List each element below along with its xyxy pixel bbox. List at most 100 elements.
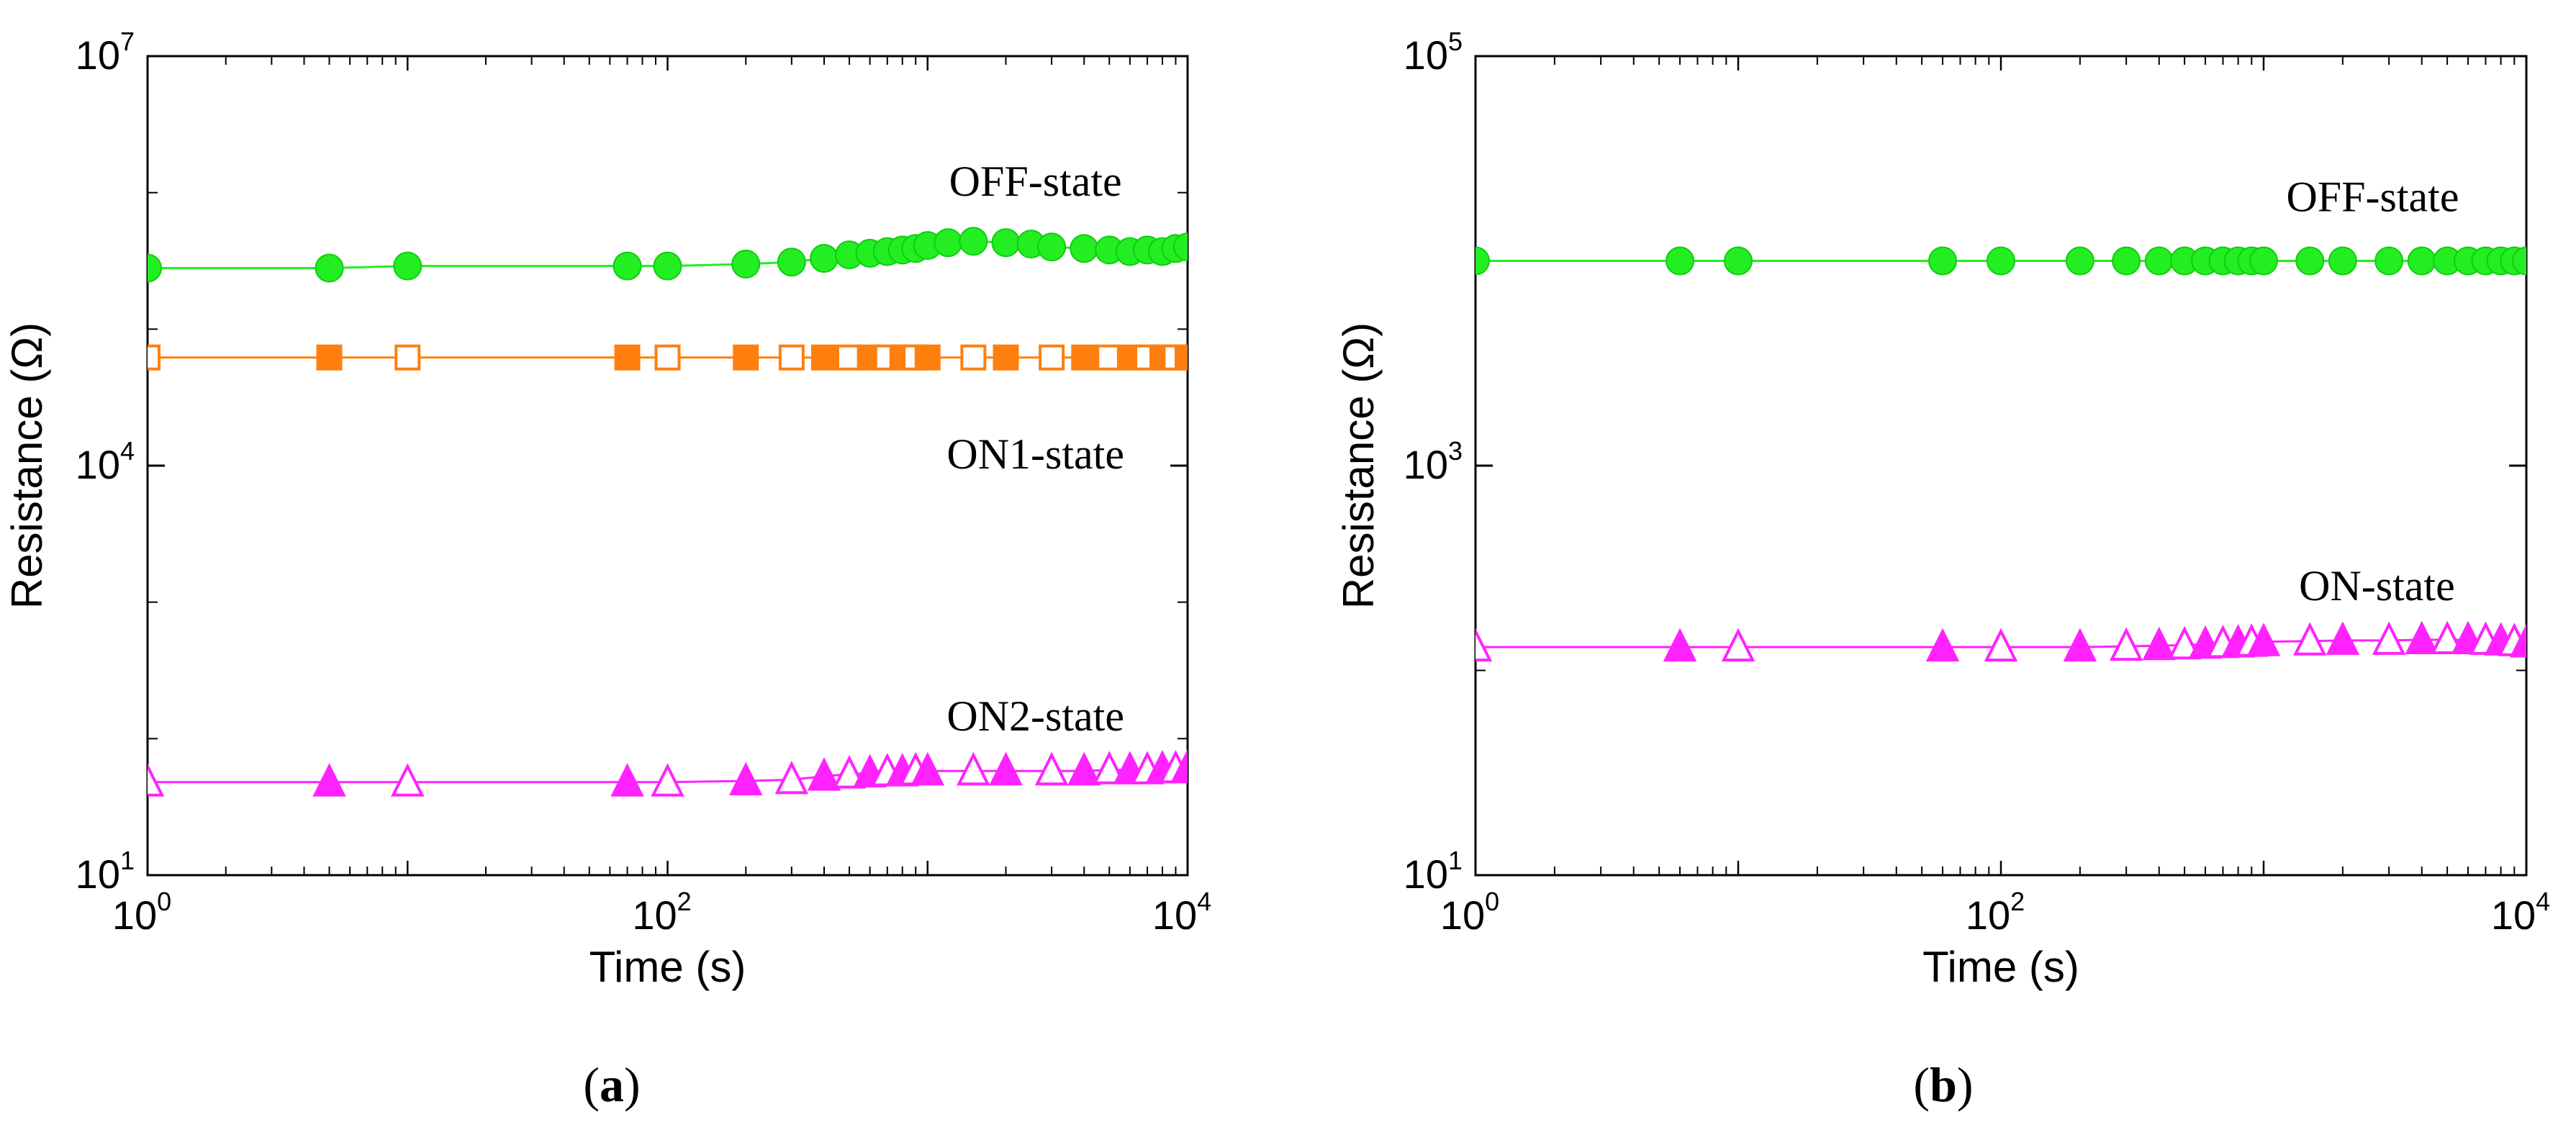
plot-area <box>1475 246 2526 662</box>
y-tick-label: 107 <box>76 27 135 78</box>
data-point <box>778 344 805 371</box>
data-point <box>394 344 421 371</box>
x-tick-exp: 4 <box>2536 887 2550 916</box>
y-tick-label: 105 <box>1404 27 1463 78</box>
y-axis-title: Resistance (Ω) <box>3 322 51 609</box>
data-point <box>810 344 837 371</box>
y-tick-base: 10 <box>1404 851 1448 897</box>
data-point <box>2144 246 2174 276</box>
data-point <box>989 751 1023 786</box>
data-point <box>2295 246 2325 276</box>
data-point <box>391 763 425 797</box>
y-tick-exp: 7 <box>120 27 135 56</box>
data-point <box>807 757 841 791</box>
data-point <box>1173 232 1188 262</box>
data-point <box>1039 344 1065 371</box>
data-point <box>2109 627 2143 661</box>
data-point <box>2142 626 2176 661</box>
x-tick-label: 104 <box>1152 887 1211 938</box>
data-point <box>2326 621 2360 655</box>
panel-label-close: ) <box>1957 1057 1974 1112</box>
series-annotation: OFF-state <box>949 158 1122 205</box>
data-point <box>148 253 162 283</box>
x-tick-base: 10 <box>2491 892 2536 938</box>
data-point <box>1724 246 1753 276</box>
series-on1-state <box>148 344 1188 371</box>
x-tick-base: 10 <box>1966 892 2010 938</box>
data-point <box>957 751 990 786</box>
x-tick-exp: 0 <box>1485 887 1499 916</box>
data-point <box>1070 234 1099 263</box>
data-point <box>934 228 963 258</box>
data-point <box>1034 751 1069 786</box>
data-point <box>777 248 806 277</box>
data-point <box>610 763 644 797</box>
y-tick-label: 101 <box>1404 846 1463 897</box>
data-point <box>2512 246 2526 276</box>
series-on2-state <box>148 748 1188 797</box>
y-tick-exp: 3 <box>1448 436 1463 466</box>
data-point <box>733 344 759 371</box>
series-annotation: ON1-state <box>946 430 1124 478</box>
x-tick-label: 100 <box>1440 887 1499 938</box>
y-tick-label: 104 <box>76 436 135 487</box>
data-point <box>2328 246 2357 276</box>
data-point <box>2407 246 2436 276</box>
y-tick-exp: 1 <box>1448 846 1463 875</box>
panel-label: (a) <box>583 1057 640 1112</box>
series-annotation: OFF-state <box>2286 173 2459 220</box>
data-point <box>614 344 641 371</box>
y-tick-base: 10 <box>1404 442 1448 487</box>
data-point <box>1928 246 1958 276</box>
data-point <box>2167 625 2202 660</box>
data-point <box>312 763 346 797</box>
panel-label-close: ) <box>624 1057 641 1112</box>
data-point <box>809 243 839 273</box>
data-point <box>316 344 343 371</box>
data-point <box>1475 246 1490 276</box>
data-point <box>774 760 809 795</box>
plot-area <box>148 227 1188 797</box>
data-point <box>729 761 763 796</box>
data-point <box>1925 628 1960 662</box>
data-point <box>1071 344 1098 371</box>
data-point <box>2405 620 2439 655</box>
data-point <box>2509 624 2526 658</box>
x-tick-exp: 2 <box>2010 887 2025 916</box>
y-tick-exp: 5 <box>1448 27 1463 56</box>
panel-label-open: ( <box>1913 1057 1930 1112</box>
data-point <box>993 344 1019 371</box>
data-point <box>651 763 684 797</box>
data-point <box>1666 246 1695 276</box>
x-tick-label: 100 <box>112 887 171 938</box>
data-point <box>1663 628 1697 662</box>
data-point <box>148 763 165 797</box>
data-point <box>1170 748 1188 783</box>
data-point <box>1984 628 2018 662</box>
series-annotation: ON2-state <box>946 692 1124 740</box>
data-point <box>1093 751 1126 784</box>
series-on-state <box>1475 620 2526 662</box>
data-point <box>959 227 988 256</box>
data-point <box>654 344 681 371</box>
data-point <box>2065 246 2094 276</box>
data-point <box>653 251 682 281</box>
data-point <box>1475 628 1493 662</box>
data-point <box>2374 246 2404 276</box>
x-tick-label: 104 <box>2491 887 2550 938</box>
data-point <box>315 253 344 283</box>
x-axis-title: Time (s) <box>1922 943 2079 991</box>
x-tick-label: 102 <box>1966 887 2025 938</box>
data-point <box>914 344 941 371</box>
panel-label-letter: b <box>1930 1057 1957 1112</box>
y-tick-exp: 1 <box>120 846 135 875</box>
data-point <box>393 251 422 281</box>
data-point <box>2249 246 2278 276</box>
data-point <box>2372 621 2406 655</box>
y-axis-title: Resistance (Ω) <box>1334 322 1383 609</box>
data-point <box>910 751 944 786</box>
panel-label-letter: a <box>600 1057 624 1112</box>
